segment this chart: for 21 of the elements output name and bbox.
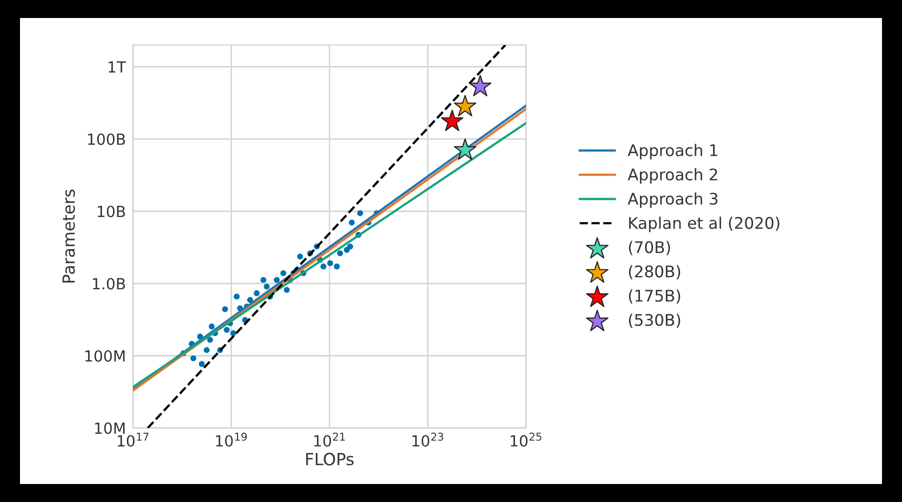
y-tick-label: 100B: [88, 133, 125, 146]
legend-label: Approach 3: [628, 192, 718, 208]
x-tick-label: 10$^{17}$: [118, 432, 148, 447]
legend-label: Kaplan et al (2020): [629, 216, 780, 232]
y-tick-label: 100M: [85, 350, 125, 362]
x-axis-title: FLOPs: [306, 452, 354, 466]
legend-label: (175B): [628, 289, 680, 304]
x-tick-label: 10$^{25}$: [510, 432, 542, 447]
x-tick-label: 10$^{23}$: [412, 432, 444, 447]
x-tick-label: 10$^{19}$: [216, 432, 247, 447]
legend-label: Approach 2: [628, 168, 718, 184]
y-tick-label: 1.0B: [92, 278, 125, 290]
y-axis-title: Parameters: [62, 190, 75, 283]
legend-label: Approach 1: [628, 144, 718, 160]
legend-label: (530B): [628, 314, 680, 328]
legend-label: (70B): [628, 240, 670, 256]
x-tick-label: 10$^{21}$: [314, 432, 345, 447]
legend-label: (280B): [628, 265, 680, 280]
y-tick-label: 10M: [95, 422, 125, 434]
y-tick-label: 10B: [98, 206, 125, 218]
y-tick-label: 1T: [108, 61, 126, 73]
